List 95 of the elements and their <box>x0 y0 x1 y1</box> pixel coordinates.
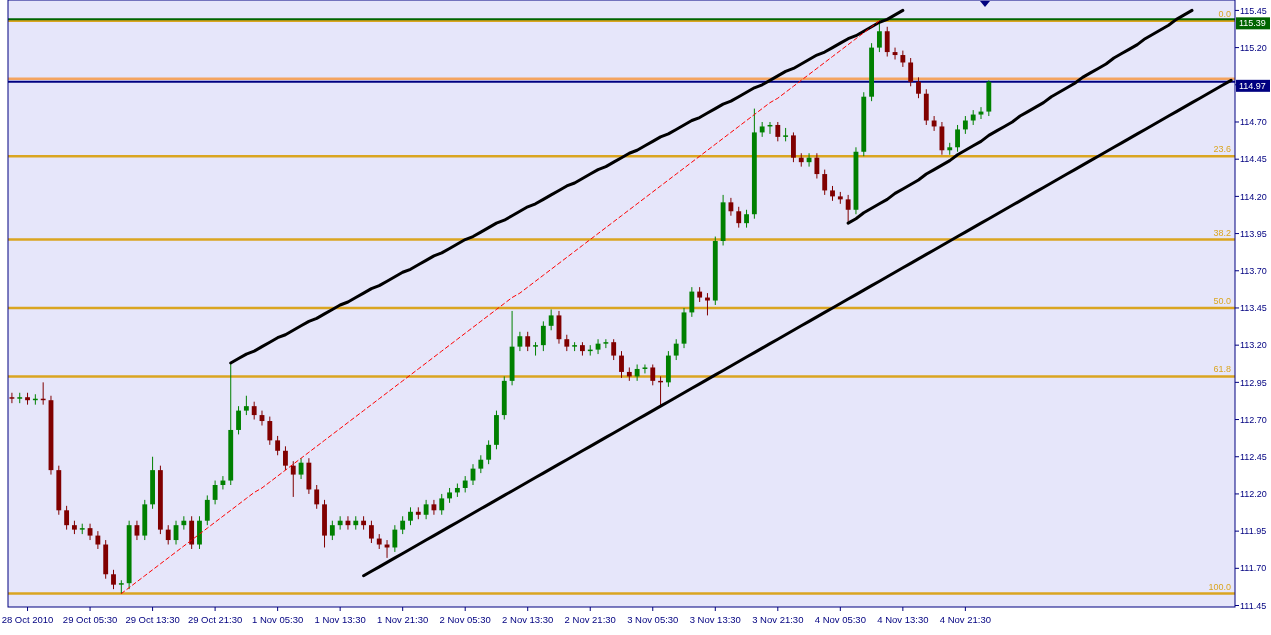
candlestick <box>525 331 531 352</box>
candlestick <box>423 499 429 520</box>
candlestick <box>540 320 546 352</box>
candlestick <box>165 524 171 546</box>
candlestick <box>439 493 445 516</box>
candlestick <box>705 292 710 316</box>
candlestick <box>916 76 921 99</box>
x-tick-label: 2 Nov 13:30 <box>502 614 554 625</box>
candlestick <box>603 338 609 349</box>
x-tick-label: 29 Oct 05:30 <box>62 614 118 625</box>
candlestick <box>517 331 523 352</box>
x-tick-label: 28 Oct 2010 <box>1 614 54 625</box>
candlestick <box>845 194 851 223</box>
candlestick <box>548 308 554 331</box>
candlestick <box>876 18 882 53</box>
candlestick <box>900 50 906 68</box>
x-tick-label: 2 Nov 05:30 <box>439 614 491 625</box>
candlestick <box>814 152 820 180</box>
candlestick <box>212 480 218 505</box>
candlestick <box>314 484 320 510</box>
candlestick <box>822 169 828 196</box>
candlestick <box>368 520 374 544</box>
y-tick-label: 112.20 <box>1240 489 1267 500</box>
candlestick <box>64 505 70 531</box>
y-tick-label: 113.20 <box>1240 340 1267 351</box>
candlestick <box>673 338 679 361</box>
candlestick <box>111 569 116 590</box>
y-tick-label: 113.95 <box>1240 228 1267 239</box>
candlestick <box>392 524 398 553</box>
candlestick <box>619 350 624 379</box>
candlestick <box>290 460 296 498</box>
candlestick <box>728 197 734 217</box>
candlestick <box>236 405 241 435</box>
ref-line-label: 115.39 <box>1239 18 1266 29</box>
annotation: 100.0 <box>1208 581 1231 592</box>
candlestick <box>243 395 249 416</box>
y-tick-label: 115.45 <box>1240 5 1267 16</box>
y-tick-label: 114.70 <box>1240 117 1267 128</box>
y-tick-label: 115.20 <box>1240 42 1267 53</box>
y-tick-label: 114.20 <box>1240 191 1267 202</box>
candlestick <box>329 520 335 541</box>
candlestick <box>275 435 281 456</box>
candlestick <box>650 364 656 386</box>
line-series <box>846 8 1194 225</box>
x-tick-label: 2 Nov 21:30 <box>564 614 616 625</box>
candlestick <box>283 445 288 471</box>
candlestick <box>689 286 695 318</box>
candlestick <box>908 57 914 87</box>
candlestick <box>533 341 538 357</box>
annotation: 50.0 <box>1213 295 1231 306</box>
y-tick-label: 112.70 <box>1240 414 1267 425</box>
candlestick <box>337 515 343 531</box>
annotation: 23.6 <box>1213 144 1231 155</box>
ref-line-label: 114.97 <box>1239 80 1266 91</box>
x-tick-label: 1 Nov 21:30 <box>377 614 429 625</box>
candlestick <box>486 439 492 465</box>
candlestick <box>955 124 960 153</box>
y-tick-label: 112.45 <box>1240 451 1267 462</box>
candlestick <box>791 131 796 163</box>
candlestick <box>642 364 648 374</box>
y-tick-label: 111.45 <box>1240 600 1267 611</box>
annotation: 0.0 <box>1218 8 1231 19</box>
x-tick-label: 29 Oct 21:30 <box>187 614 243 625</box>
y-tick-label: 111.70 <box>1240 563 1267 574</box>
line-series <box>120 20 880 595</box>
x-tick-label: 1 Nov 05:30 <box>252 614 304 625</box>
x-tick-label: 29 Oct 13:30 <box>125 614 180 625</box>
candlestick <box>611 338 617 361</box>
candlestick <box>775 121 781 142</box>
candlestick <box>736 206 742 229</box>
x-tick-label: 1 Nov 13:30 <box>314 614 366 625</box>
y-tick-label: 114.45 <box>1240 154 1267 165</box>
candlestick <box>189 515 195 550</box>
x-tick-label: 4 Nov 13:30 <box>877 614 929 625</box>
candlestick <box>95 530 101 550</box>
x-tick-label: 4 Nov 05:30 <box>814 614 866 625</box>
y-tick-label: 113.45 <box>1240 303 1267 314</box>
candlestick <box>634 364 640 382</box>
x-tick-label: 4 Nov 21:30 <box>939 614 991 625</box>
y-tick-label: 112.95 <box>1240 377 1267 388</box>
candlestick <box>9 392 15 404</box>
annotation: 61.8 <box>1213 364 1231 375</box>
x-tick-label: 3 Nov 13:30 <box>689 614 741 625</box>
candlestick <box>884 26 890 58</box>
annotation: 38.2 <box>1213 227 1231 238</box>
candlestick <box>267 416 273 446</box>
line-series <box>362 78 1233 578</box>
y-tick-label: 113.70 <box>1240 265 1267 276</box>
x-tick-label: 3 Nov 21:30 <box>752 614 804 625</box>
y-tick-label: 111.95 <box>1240 526 1267 537</box>
x-tick-label: 3 Nov 05:30 <box>627 614 679 625</box>
candlestick <box>220 475 226 490</box>
candlestick <box>197 515 202 550</box>
candlestick <box>204 494 210 526</box>
line-series <box>229 8 905 365</box>
